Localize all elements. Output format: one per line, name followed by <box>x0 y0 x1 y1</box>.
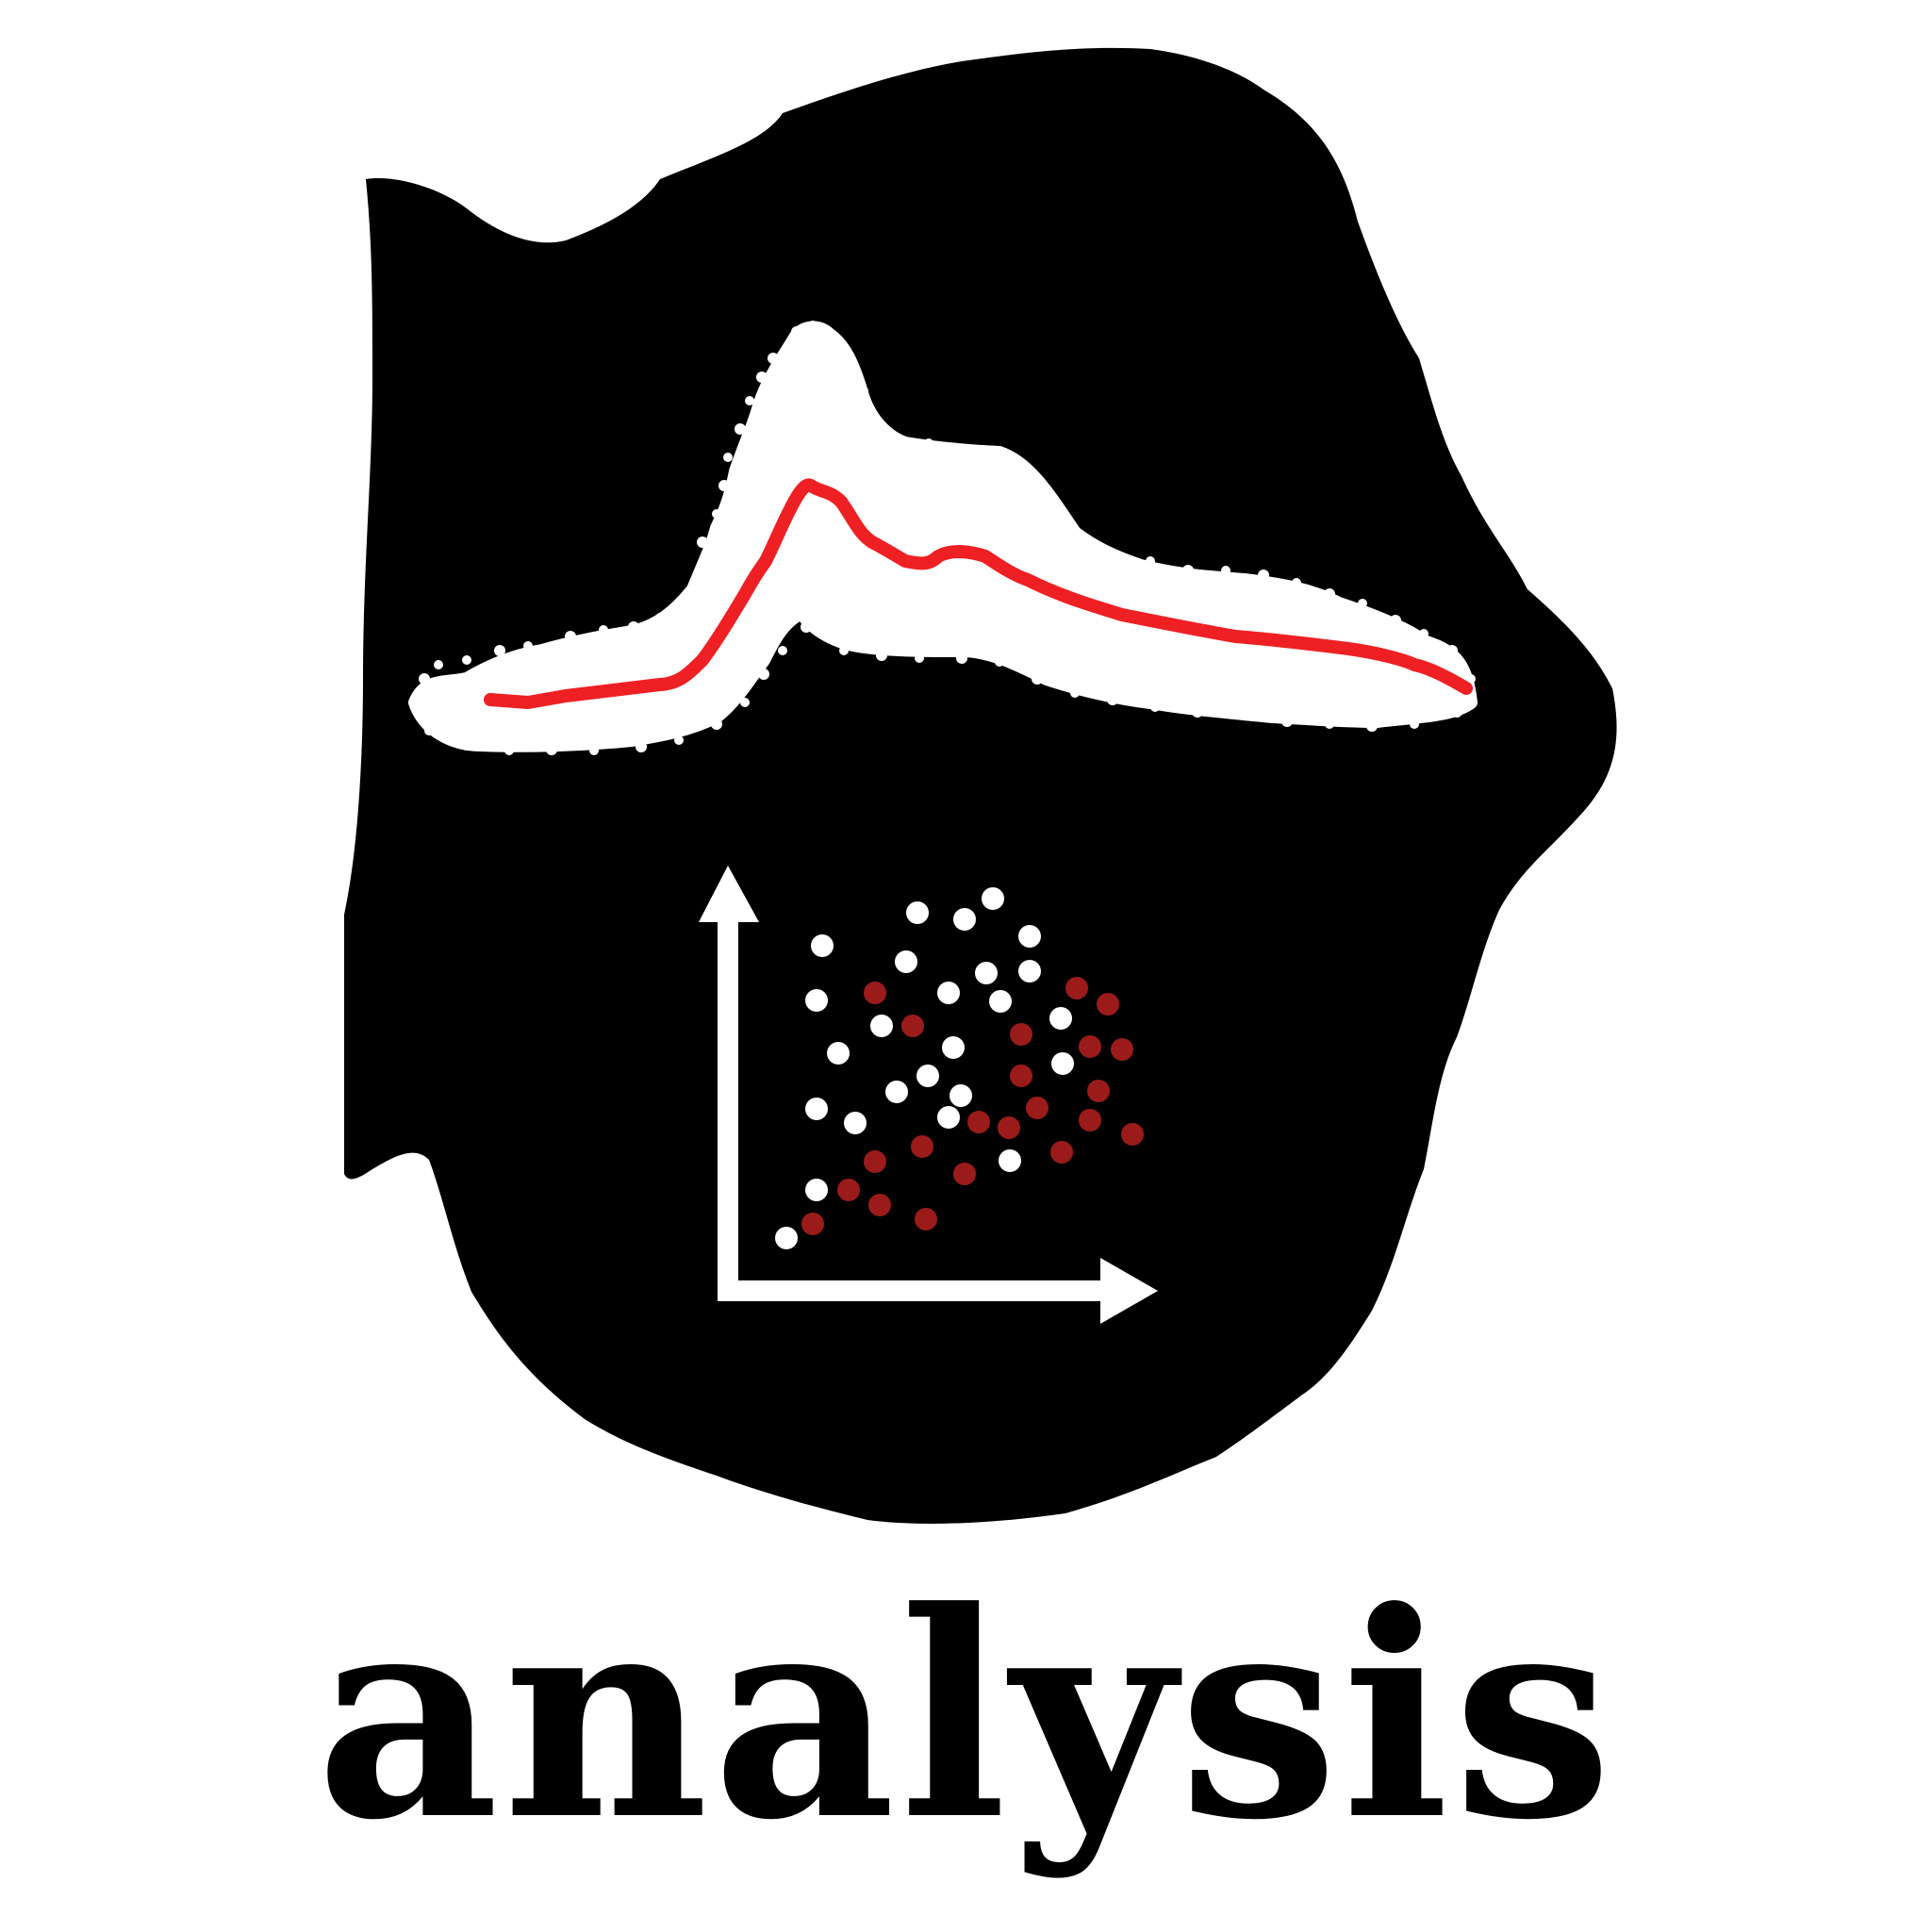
scatter-plot-icon <box>775 887 1144 1249</box>
axes-arrow-icon <box>699 866 1158 1324</box>
blob-shape-icon <box>344 47 1617 1524</box>
wordmark-text: analysis <box>316 1549 1616 1882</box>
spectrum-trace-icon <box>408 321 1478 755</box>
